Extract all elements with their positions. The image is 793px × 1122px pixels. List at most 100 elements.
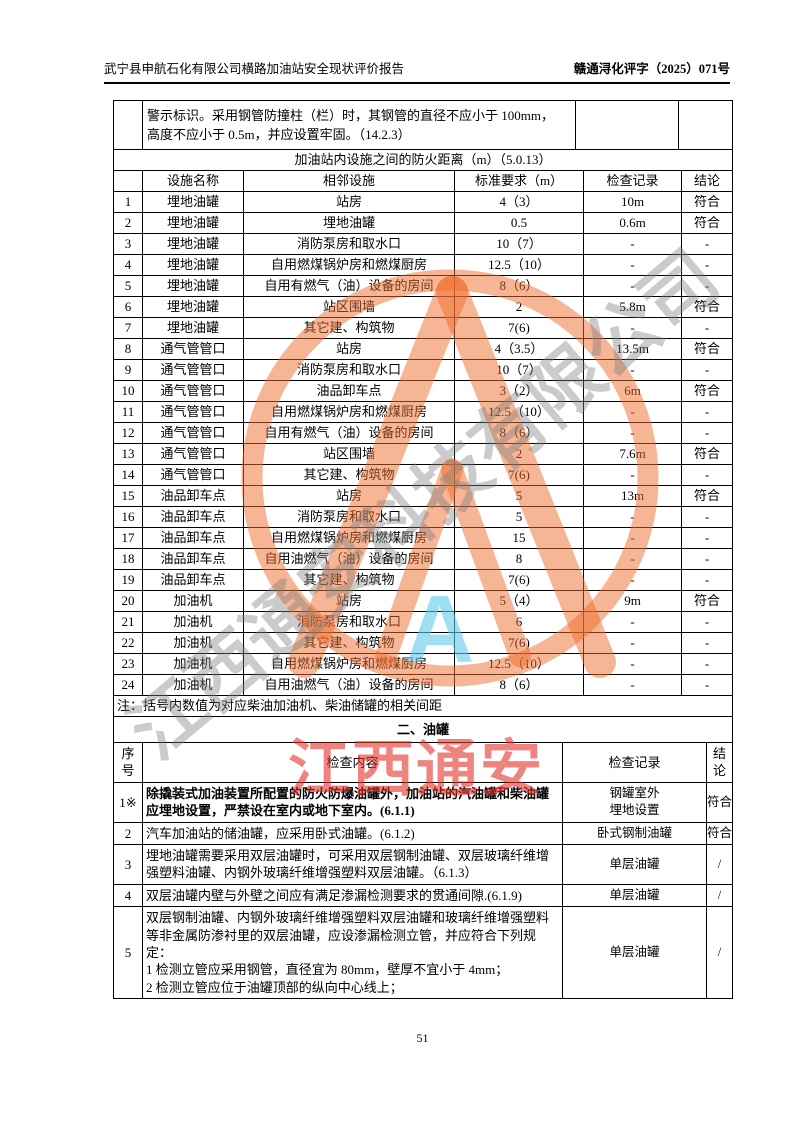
fire-conclusion: -	[681, 359, 733, 381]
fire-row-no: 18	[113, 548, 143, 570]
fire-table-row: 12 通气管管口 自用有燃气（油）设备的房间 8（6） - -	[113, 422, 733, 444]
fire-adjacent-facility: 埋地油罐	[243, 212, 455, 234]
fire-standard-requirement: 4（3）	[454, 191, 584, 213]
fire-conclusion: 符合	[681, 212, 733, 234]
fire-conclusion: -	[681, 632, 733, 654]
fire-inspection-record: -	[583, 422, 682, 444]
fire-standard-requirement: 4（3.5）	[454, 338, 584, 360]
fire-row-no: 7	[113, 317, 143, 339]
fire-inspection-record: -	[583, 611, 682, 633]
fire-column-header: 相邻设施	[243, 170, 455, 192]
fire-facility-name: 油品卸车点	[142, 527, 244, 549]
fire-inspection-record: -	[583, 653, 682, 675]
fire-facility-name: 通气管管口	[142, 401, 244, 423]
fire-adjacent-facility: 消防泵房和取水口	[243, 233, 455, 255]
fire-facility-name: 通气管管口	[142, 338, 244, 360]
tank-column-header: 检查记录	[562, 742, 707, 783]
fire-conclusion: 符合	[681, 296, 733, 318]
fire-standard-requirement: 12.5（10）	[454, 254, 584, 276]
tank-table: 二、油罐 序号 检查内容 检查记录 结论 1※ 除撬装式加油装置所配置的防火防爆油罐外，…	[112, 716, 734, 1000]
fire-inspection-record: -	[583, 632, 682, 654]
tank-section-title: 二、油罐	[112, 716, 734, 743]
fire-inspection-record: -	[583, 464, 682, 486]
fire-inspection-record: -	[583, 317, 682, 339]
tank-table-row: 4 双层油罐内壁与外壁之间应有满足渗漏检测要求的贯通间隙.(6.1.9) 单层油罐 /	[113, 883, 734, 908]
fire-adjacent-facility: 自用油燃气（油）设备的房间	[243, 548, 455, 570]
tank-conclusion: /	[705, 883, 734, 908]
fire-table-row: 10 通气管管口 油品卸车点 3（2） 6m 符合	[113, 380, 733, 402]
fire-row-no: 22	[113, 632, 143, 654]
fire-conclusion: 符合	[681, 191, 733, 213]
carryover-conclusion-cell	[678, 100, 733, 150]
fire-conclusion: 符合	[681, 485, 733, 507]
fire-table-row: 20 加油机 站房 5（4） 9m 符合	[113, 590, 733, 612]
carryover-record-cell	[575, 100, 679, 150]
fire-facility-name: 油品卸车点	[142, 506, 244, 528]
fire-table-title-row: 加油站内设施之间的防火距离（m）（5.0.13）	[113, 149, 733, 171]
fire-standard-requirement: 5（4）	[454, 590, 584, 612]
fire-table-row: 9 通气管管口 消防泵房和取水口 10（7） - -	[113, 359, 733, 381]
fire-row-no: 10	[113, 380, 143, 402]
fire-row-no: 23	[113, 653, 143, 675]
tank-table-row: 2 汽车加油站的储油罐，应采用卧式油罐。(6.1.2) 卧式钢制油罐 符合	[113, 821, 734, 846]
fire-facility-name: 埋地油罐	[142, 233, 244, 255]
fire-table-row: 24 加油机 自用油燃气（油）设备的房间 8（6） - -	[113, 674, 733, 696]
fire-facility-name: 加油机	[142, 611, 244, 633]
tank-table-row: 5 双层钢制油罐、内钢外玻璃纤维增强塑料双层油罐和玻璃纤维增强塑料等非金属防渗衬里…	[113, 906, 734, 1000]
fire-standard-requirement: 8	[454, 548, 584, 570]
fire-conclusion: -	[681, 464, 733, 486]
tank-table-row: 3 埋地油罐需要采用双层油罐时，可采用双层钢制油罐、双层玻璃纤维增强塑料油罐、内钢…	[113, 844, 734, 885]
fire-table-row: 3 埋地油罐 消防泵房和取水口 10（7） - -	[113, 233, 733, 255]
fire-conclusion: -	[681, 569, 733, 591]
tank-row-no: 5	[113, 906, 143, 1000]
fire-table-row: 16 油品卸车点 消防泵房和取水口 5- -	[113, 506, 733, 528]
fire-standard-requirement: 7(6)	[454, 464, 584, 486]
fire-row-no: 16	[113, 506, 143, 528]
fire-standard-requirement: 12.5（10）	[454, 653, 584, 675]
fire-column-header: 结论	[681, 170, 733, 192]
fire-table-row: 4 埋地油罐 自用燃煤锅炉房和燃煤厨房 12.5（10） - -	[113, 254, 733, 276]
fire-inspection-record: -	[583, 506, 682, 528]
fire-row-no: 2	[113, 212, 143, 234]
fire-adjacent-facility: 自用燃煤锅炉房和燃煤厨房	[243, 653, 455, 675]
fire-facility-name: 埋地油罐	[142, 212, 244, 234]
fire-table-row: 15 油品卸车点 站房 5 13m 符合	[113, 485, 733, 507]
fire-row-no: 21	[113, 611, 143, 633]
fire-facility-name: 通气管管口	[142, 422, 244, 444]
fire-row-no: 13	[113, 443, 143, 465]
fire-facility-name: 通气管管口	[142, 464, 244, 486]
tank-inspection-record: 单层油罐	[562, 844, 707, 885]
tank-section-title-row: 二、油罐	[112, 716, 734, 743]
fire-adjacent-facility: 其它建、构筑物	[243, 464, 455, 486]
tank-column-header: 检查内容	[142, 742, 563, 783]
fire-conclusion: 符合	[681, 338, 733, 360]
fire-row-no: 24	[113, 674, 143, 696]
fire-table-row: 1 埋地油罐 站房 4（3） 10m 符合	[113, 191, 733, 213]
tank-inspection-record: 钢罐室外 埋地设置	[562, 781, 707, 823]
fire-facility-name: 通气管管口	[142, 359, 244, 381]
fire-row-no: 1	[113, 191, 143, 213]
tank-check-content: 除撬装式加油装置所配置的防火防爆油罐外，加油站的汽油罐和柴油罐应埋地设置，严禁设…	[142, 781, 563, 823]
fire-adjacent-facility: 自用燃煤锅炉房和燃煤厨房	[243, 401, 455, 423]
fire-standard-requirement: 8（6）	[454, 422, 584, 444]
fire-row-no: 14	[113, 464, 143, 486]
fire-facility-name: 埋地油罐	[142, 254, 244, 276]
fire-facility-name: 通气管管口	[142, 443, 244, 465]
fire-inspection-record: -	[583, 275, 682, 297]
fire-inspection-record: -	[583, 548, 682, 570]
fire-facility-name: 油品卸车点	[142, 548, 244, 570]
fire-table-row: 13 通气管管口 站区围墙 2 7.6m 符合	[113, 443, 733, 465]
fire-adjacent-facility: 其它建、构筑物	[243, 632, 455, 654]
fire-adjacent-facility: 站房	[243, 191, 455, 213]
fire-facility-name: 油品卸车点	[142, 569, 244, 591]
fire-row-no: 6	[113, 296, 143, 318]
fire-table-note-row: 注：括号内数值为对应柴油加油机、柴油储罐的相关间距	[113, 695, 733, 717]
tank-column-header: 序号	[113, 742, 143, 783]
fire-table-header-row: 设施名称 相邻设施 标准要求（m） 检查记录 结论	[113, 170, 733, 192]
fire-conclusion: 符合	[681, 590, 733, 612]
fire-conclusion: -	[681, 611, 733, 633]
tank-row-no: 1※	[113, 781, 143, 823]
fire-adjacent-facility: 其它建、构筑物	[243, 569, 455, 591]
carryover-no-cell	[113, 100, 143, 150]
fire-inspection-record: 6m	[583, 380, 682, 402]
